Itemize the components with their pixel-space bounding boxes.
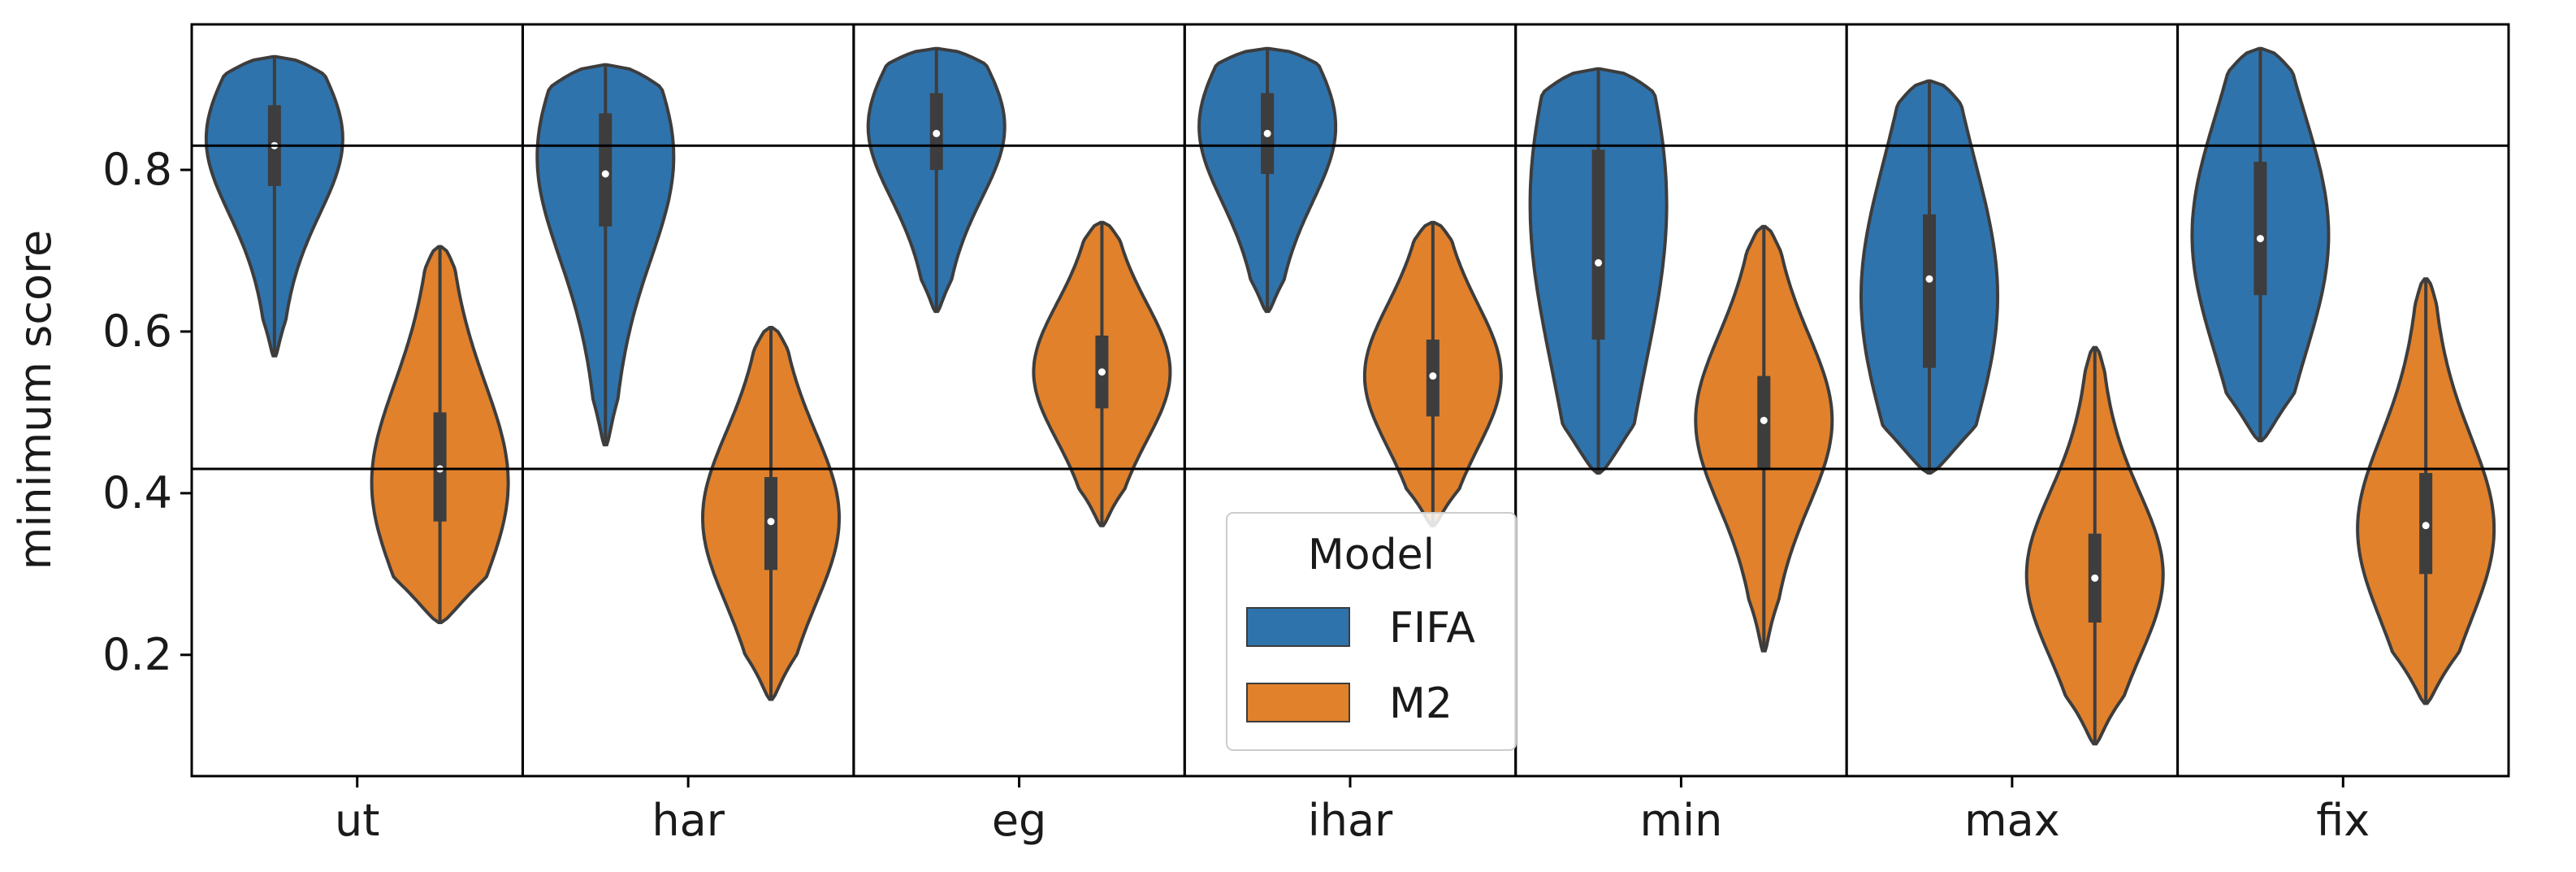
median-marker-fifa-har <box>601 170 609 178</box>
y-tick-label: 0.2 <box>102 629 172 680</box>
x-tick-label-har: har <box>652 795 725 846</box>
median-marker-m2-fix <box>2422 522 2430 530</box>
median-marker-m2-min <box>1760 416 1768 424</box>
legend-swatch-fifa <box>1246 607 1350 647</box>
x-tick-label-ihar: ihar <box>1308 795 1393 846</box>
legend-label-m2: M2 <box>1389 679 1453 728</box>
y-tick-label: 0.8 <box>102 144 172 195</box>
facet-frames <box>190 23 2510 778</box>
median-marker-m2-ihar <box>1429 372 1437 380</box>
x-tick-label-max: max <box>1964 795 2060 846</box>
iqr-box-fifa-max <box>1923 214 1936 368</box>
x-tick-label-ut: ut <box>335 795 379 846</box>
reference-lines <box>192 144 2509 471</box>
median-marker-fifa-min <box>1595 258 1603 267</box>
y-axis-title: minimum score <box>10 230 61 570</box>
median-marker-m2-eg <box>1098 368 1106 376</box>
legend-swatch-m2 <box>1246 683 1350 722</box>
median-marker-fifa-fix <box>2256 235 2264 243</box>
iqr-box-fifa-fix <box>2253 162 2267 296</box>
median-marker-fifa-ihar <box>1263 129 1271 137</box>
x-tick-label-fix: fix <box>2316 795 2370 846</box>
iqr-box-fifa-har <box>599 113 613 227</box>
median-marker-m2-har <box>767 518 775 526</box>
iqr-box-fifa-min <box>1591 150 1605 340</box>
x-axis: ut har eg ihar min max fix <box>335 776 2370 846</box>
x-tick-label-eg: eg <box>992 795 1047 846</box>
violin-layer <box>204 46 2496 746</box>
median-marker-m2-max <box>2091 574 2099 582</box>
y-tick-label: 0.4 <box>102 467 172 518</box>
legend-label-fifa: FIFA <box>1389 604 1475 653</box>
median-marker-fifa-eg <box>933 129 941 137</box>
y-tick-label: 0.6 <box>102 306 172 357</box>
median-marker-fifa-max <box>1925 275 1933 283</box>
legend-title: Model <box>1308 531 1435 579</box>
x-tick-label-min: min <box>1640 795 1723 846</box>
legend: Model FIFA M2 <box>1226 512 1517 751</box>
y-axis: 0.2 0.4 0.6 0.8 <box>102 144 192 680</box>
